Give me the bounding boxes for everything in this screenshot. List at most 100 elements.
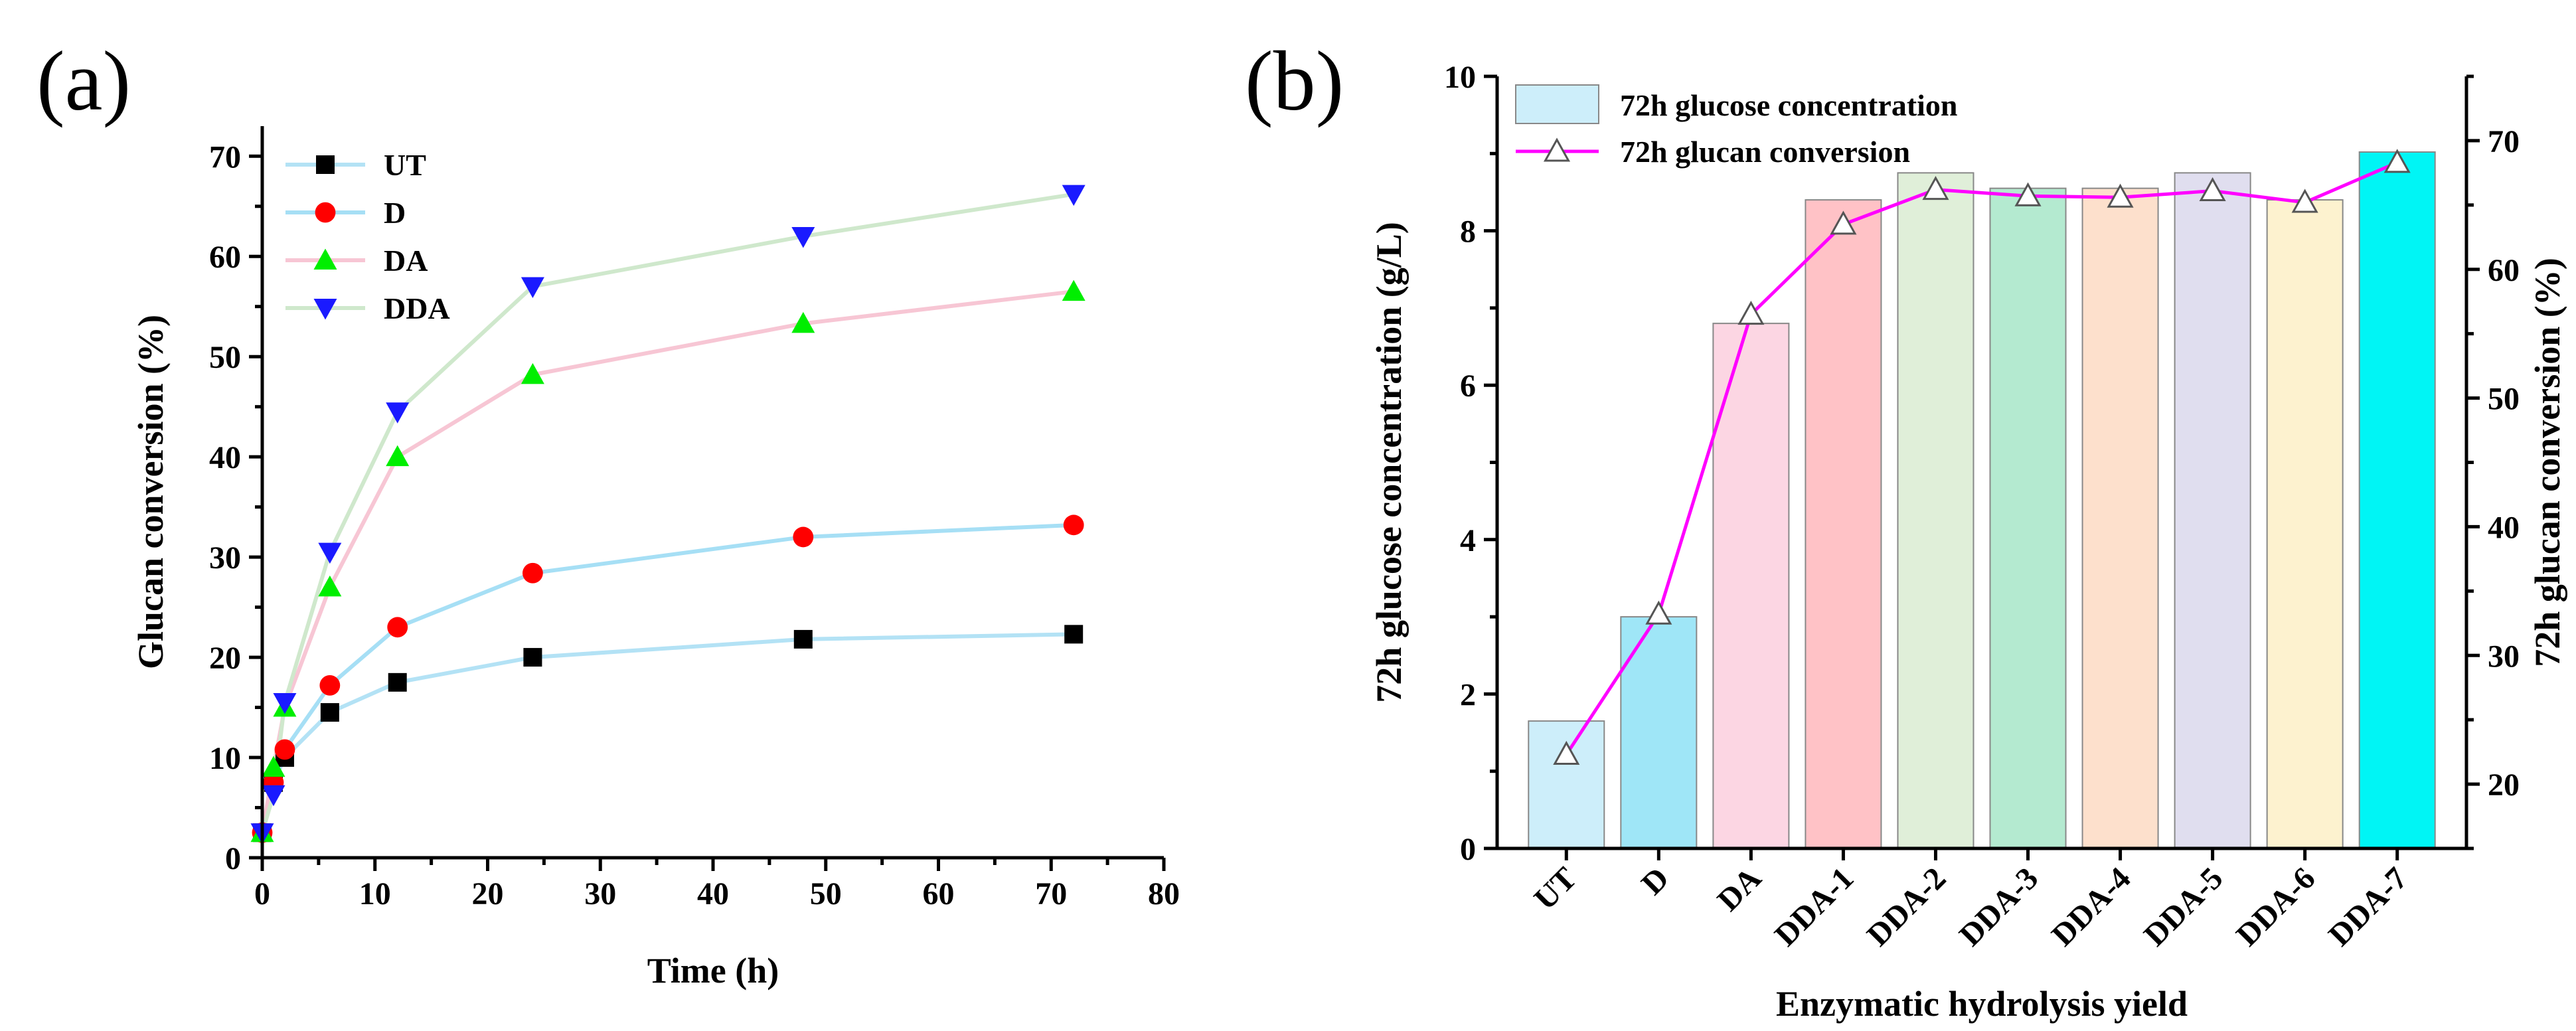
chart-a-y-tick-label: 70 — [209, 139, 241, 175]
chart-b-y-tick-label: 10 — [1444, 60, 1476, 95]
chart-b-y-tick-label: 6 — [1460, 368, 1476, 404]
chart-a-point-DDA — [791, 227, 815, 248]
chart-b-conversion-line — [1553, 149, 2411, 765]
chart-b-conversion-point-DDA-5 — [2199, 177, 2226, 202]
chart-a-point-DDA — [1062, 185, 1086, 206]
chart-a-y-tick-label: 40 — [209, 440, 241, 475]
chart-b-y-tick-label: 8 — [1460, 214, 1476, 250]
chart-a-point-DA — [262, 755, 285, 777]
chart-b-x-tick-label: DDA-1 — [1768, 860, 1860, 953]
chart-a-legend-label-UT: UT — [384, 148, 426, 182]
chart-a-y-axis-label: Glucan conversion (%) — [131, 315, 171, 669]
chart-a-point-UT — [1064, 625, 1084, 644]
chart-a-point-D — [523, 562, 543, 584]
chart-a-point-DDA — [318, 542, 342, 564]
chart-a-point-D — [274, 739, 295, 760]
chart-b-conversion-point-DDA-7 — [2383, 149, 2411, 173]
chart-a-point-D — [319, 674, 341, 696]
chart-b-conversion-point-DDA-3 — [2014, 182, 2042, 206]
chart-a-x-tick-label: 20 — [472, 876, 504, 912]
chart-b-conversion-point-DDA-6 — [2291, 189, 2318, 213]
chart-a-point-D — [387, 617, 408, 638]
chart-b-y2-tick-label: 70 — [2488, 124, 2520, 159]
chart-a-point-UT — [793, 629, 813, 649]
panel-label-a: (a) — [37, 34, 131, 128]
chart-b-bar-DDA-3 — [1989, 187, 2067, 849]
chart-b-conversion-point-DDA-2 — [1922, 175, 1949, 200]
chart-b-x-axis-label: Enzymatic hydrolysis yield — [1776, 984, 2188, 1024]
chart-b-y-tick-label: 2 — [1460, 677, 1476, 712]
chart-b-y-tick-label: 4 — [1460, 523, 1476, 558]
chart-b-x-tick-label: DDA-6 — [2229, 860, 2322, 953]
chart-b-x-tick-label: DDA-4 — [2045, 860, 2137, 953]
chart-b-x-tick-label: D — [1635, 860, 1676, 902]
chart-a-legend-marker-UT — [316, 155, 335, 174]
chart-a-legend-label-D: D — [384, 196, 406, 230]
chart-b-y-axis-label: 72h glucose concentration (g/L) — [1369, 222, 1409, 702]
chart-a-point-D — [1063, 515, 1084, 536]
chart-a: 0 10 20 30 40 50 60 70 80 0 10 20 30 40 50 60 70 Time (h… — [131, 126, 1180, 991]
chart-b-y2-tick-label: 40 — [2488, 510, 2520, 545]
chart-a-point-UT — [388, 673, 407, 692]
chart-a-y-tick-label: 0 — [225, 841, 241, 876]
chart-a-y-tick-label: 30 — [209, 540, 241, 576]
chart-a-point-D — [793, 526, 814, 548]
chart-b-y2-tick-label: 20 — [2488, 767, 2520, 803]
chart-a-legend-marker-DDA — [313, 299, 337, 320]
chart-a-line-DDA — [260, 192, 1074, 834]
chart-a-y-tick-label: 10 — [209, 741, 241, 776]
chart-b-x-tick-label: DDA-5 — [2137, 860, 2229, 953]
chart-b-legend-label-line: 72h glucan conversion — [1620, 135, 1910, 169]
chart-a-x-tick-label: 40 — [697, 876, 729, 912]
chart-b-bar-DDA-5 — [2174, 172, 2251, 849]
chart-b-x-tick-label: DDA-2 — [1860, 860, 1953, 953]
chart-b-x-tick-label: DDA-3 — [1953, 860, 2045, 953]
chart-a-x-tick-label: 80 — [1148, 876, 1180, 912]
chart-a-point-UT — [523, 648, 542, 667]
chart-a-x-axis-label: Time (h) — [647, 951, 779, 991]
panel-label-b: (b) — [1245, 34, 1344, 128]
chart-a-x-tick-label: 0 — [254, 876, 270, 912]
chart-a-axes — [260, 126, 1164, 860]
chart-b-y2-tick-label: 60 — [2488, 253, 2520, 288]
chart-a-point-DA — [521, 362, 544, 384]
chart-b-y2-axis-label: 72h glucan conversion (%) — [2528, 258, 2567, 667]
chart-a-legend-marker-D — [315, 202, 336, 223]
chart-b-legend: 72h glucose concentration 72h glucan conv… — [1515, 84, 1958, 169]
chart-a-point-DDA — [273, 693, 297, 714]
chart-a-x-tick-label: 10 — [359, 876, 391, 912]
chart-a-y-tick-label: 50 — [209, 340, 241, 375]
chart-b-bar-DDA-2 — [1897, 172, 1974, 849]
chart-b-bar-DDA-6 — [2266, 199, 2344, 849]
chart-b-conversion-point-DDA-1 — [1830, 210, 1857, 235]
chart-b-conversion-point-DA — [1737, 301, 1765, 325]
chart-b-bar-UT — [1528, 720, 1605, 849]
chart-a-line-UT — [260, 632, 1074, 833]
chart-b-bar-DDA-7 — [2358, 151, 2436, 849]
chart-a-series-lines — [260, 192, 1074, 834]
chart-b-y2-tick-label: 50 — [2488, 382, 2520, 417]
chart-a-point-DDA — [262, 785, 285, 807]
chart-b-conversion-point-DDA-4 — [2107, 183, 2134, 208]
chart-a-y-tick-label: 60 — [209, 240, 241, 275]
chart-b-bars — [1528, 151, 2436, 850]
chart-a-markers — [250, 185, 1086, 844]
chart-a-x-tick-label: 60 — [923, 876, 955, 912]
chart-a-x-tick-label: 50 — [810, 876, 842, 912]
chart-b-conversion-polyline — [1565, 161, 2398, 755]
chart-b-legend-label-bar: 72h glucose concentration — [1620, 88, 1958, 122]
chart-a-legend-marker-DA — [313, 248, 337, 270]
chart-a-x-tick-label: 30 — [584, 876, 616, 912]
chart-b-conversion-point-D — [1645, 600, 1672, 625]
chart-a-y-tick-label: 20 — [209, 641, 241, 676]
chart-a-legend-label-DA: DA — [384, 244, 428, 278]
chart-a-line-D — [260, 522, 1074, 833]
chart-b-x-tick-label: DDA-7 — [2322, 860, 2414, 953]
chart-a-line-DA — [260, 289, 1074, 833]
chart-a-ticks: 0 10 20 30 40 50 60 70 80 0 10 20 30 40 50 60 70 — [209, 139, 1180, 912]
chart-b-y-tick-label: 0 — [1460, 832, 1476, 867]
chart-a-point-DA — [318, 575, 342, 597]
chart-b-x-tick-label: DA — [1711, 860, 1769, 918]
chart-b-x-tick-label: UT — [1527, 860, 1583, 917]
